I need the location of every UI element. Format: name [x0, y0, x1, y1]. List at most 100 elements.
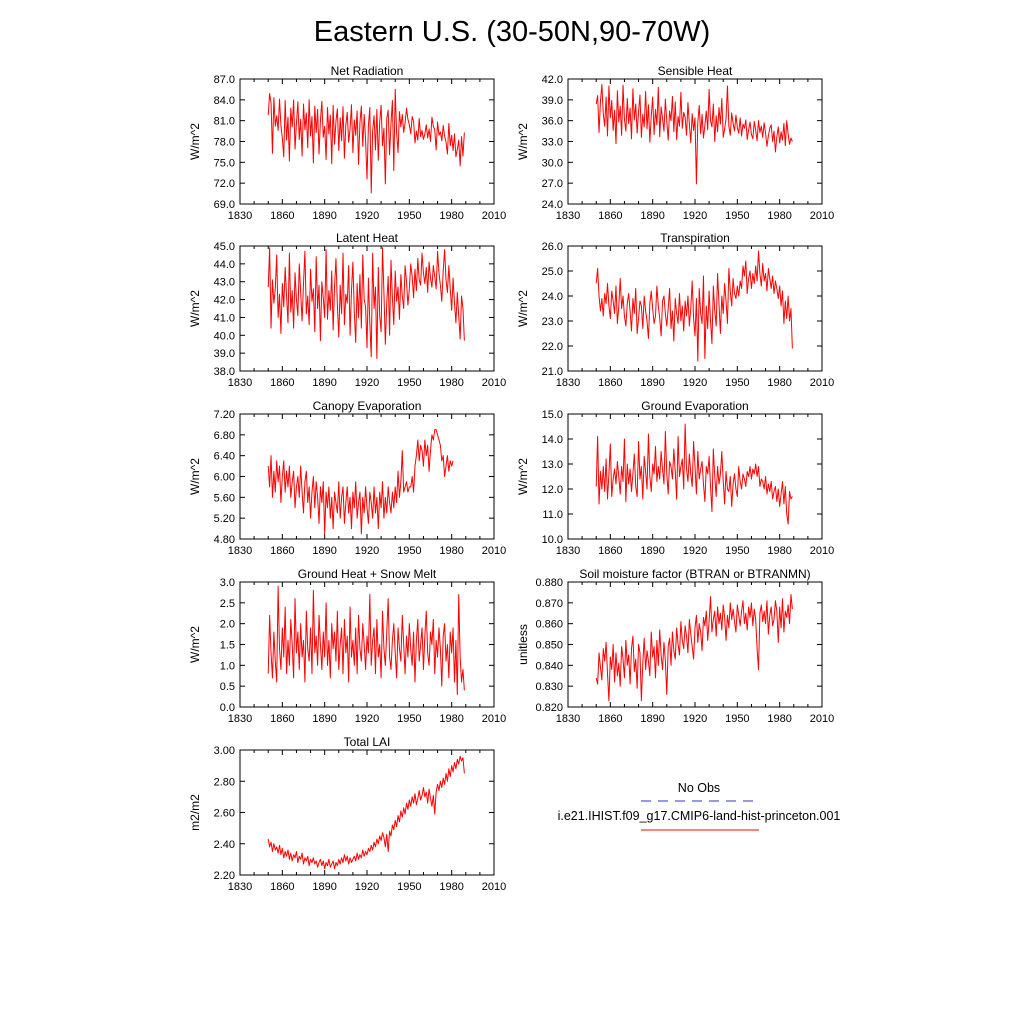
x-tick-label: 1980	[439, 210, 463, 222]
y-tick-label: 22.0	[542, 341, 563, 353]
x-tick-label: 1920	[355, 881, 379, 893]
y-tick-label: 7.20	[214, 409, 235, 421]
series-line	[595, 423, 793, 525]
x-tick-label: 1920	[683, 210, 707, 222]
y-tick-label: 0.880	[535, 577, 563, 589]
y-tick-label: 38.0	[214, 366, 235, 378]
y-tick-label: 25.0	[542, 266, 563, 278]
y-tick-label: 4.80	[214, 534, 235, 546]
y-tick-label: 1.0	[220, 660, 235, 672]
x-tick-label: 1830	[228, 713, 252, 725]
y-tick-label: 12.0	[542, 484, 563, 496]
y-tick-label: 81.0	[214, 116, 235, 128]
y-tick-label: 2.60	[214, 808, 235, 820]
x-tick-label: 1890	[640, 545, 664, 557]
x-tick-label: 1830	[228, 210, 252, 222]
y-tick-label: 0.830	[535, 681, 563, 693]
plot-frame	[567, 245, 823, 372]
y-tick-label: 72.0	[214, 178, 235, 190]
chart-panel: Ground Heat + Snow Melt 1830 1860 1890 1920 1…	[188, 567, 506, 725]
x-tick-label: 1890	[312, 377, 336, 389]
chart-panel: Latent Heat 1830 1860 1890 1920 1950 1980 2010 3…	[188, 231, 506, 389]
y-tick-label: 6.40	[214, 451, 235, 463]
y-tick-label: 0.860	[535, 619, 563, 631]
x-tick-label: 1860	[270, 881, 294, 893]
x-tick-label: 1890	[640, 210, 664, 222]
x-tick-label: 1860	[270, 210, 294, 222]
x-tick-label: 1950	[397, 377, 421, 389]
y-tick-label: 5.20	[214, 513, 235, 525]
legend-obs-label: No Obs	[678, 781, 720, 795]
y-tick-label: 6.00	[214, 472, 235, 484]
y-tick-label: 0.5	[220, 681, 235, 693]
figure-title: Eastern U.S. (30-50N,90-70W)	[314, 16, 710, 48]
x-tick-label: 1980	[767, 210, 791, 222]
series-line	[267, 247, 465, 359]
y-tick-label: 39.0	[542, 95, 563, 107]
series-line	[595, 250, 793, 362]
panel-title: Total LAI	[344, 735, 391, 749]
y-tick-label: 30.0	[542, 157, 563, 169]
series-line	[595, 594, 793, 702]
y-axis-label: W/m^2	[516, 290, 530, 327]
y-tick-label: 6.80	[214, 430, 235, 442]
x-tick-label: 1860	[598, 210, 622, 222]
y-tick-label: 42.0	[542, 74, 563, 86]
chart-panel: Soil moisture factor (BTRAN or BTRANMN) 1…	[516, 567, 834, 725]
panel-title: Ground Heat + Snow Melt	[298, 567, 437, 581]
chart-panel: Canopy Evaporation 1830 1860 1890 1920 1950 19…	[188, 399, 506, 557]
plot-frame	[567, 413, 823, 540]
x-tick-label: 1920	[355, 545, 379, 557]
plot-frame	[239, 78, 495, 205]
x-tick-label: 2010	[482, 210, 506, 222]
series-line	[595, 84, 793, 185]
y-tick-label: 23.0	[542, 316, 563, 328]
panel-title: Sensible Heat	[658, 64, 733, 78]
x-tick-label: 1950	[397, 713, 421, 725]
x-tick-label: 1830	[556, 377, 580, 389]
y-tick-label: 43.0	[214, 277, 235, 289]
y-axis-label: W/m^2	[516, 123, 530, 160]
x-tick-label: 1860	[598, 377, 622, 389]
y-tick-label: 2.20	[214, 870, 235, 882]
series-line	[267, 429, 454, 535]
x-tick-label: 2010	[482, 377, 506, 389]
x-tick-label: 1980	[439, 377, 463, 389]
y-axis-label: unitless	[516, 624, 530, 665]
x-tick-label: 1830	[556, 713, 580, 725]
x-tick-label: 1920	[683, 713, 707, 725]
y-tick-label: 1.5	[220, 640, 235, 652]
x-tick-label: 1890	[312, 713, 336, 725]
y-tick-label: 0.850	[535, 640, 563, 652]
x-tick-label: 1860	[598, 713, 622, 725]
x-tick-label: 2010	[482, 881, 506, 893]
x-tick-label: 1890	[640, 713, 664, 725]
x-tick-label: 1950	[397, 545, 421, 557]
panel-title: Net Radiation	[331, 64, 404, 78]
x-tick-label: 1980	[767, 545, 791, 557]
x-tick-label: 1830	[228, 545, 252, 557]
y-axis-label: W/m^2	[188, 626, 202, 663]
y-axis-label: m2/m2	[188, 794, 202, 831]
y-axis-label: W/m^2	[188, 458, 202, 495]
panel-title: Canopy Evaporation	[313, 399, 422, 413]
y-tick-label: 2.5	[220, 598, 235, 610]
y-tick-label: 75.0	[214, 157, 235, 169]
y-tick-label: 13.0	[542, 459, 563, 471]
y-tick-label: 0.870	[535, 598, 563, 610]
panel-title: Transpiration	[660, 231, 730, 245]
x-tick-label: 1980	[439, 545, 463, 557]
y-tick-label: 2.80	[214, 776, 235, 788]
x-tick-label: 1950	[725, 377, 749, 389]
x-tick-label: 1920	[355, 210, 379, 222]
legend-model-label: i.e21.IHIST.f09_g17.CMIP6-land-hist-prin…	[558, 809, 841, 823]
y-tick-label: 15.0	[542, 409, 563, 421]
y-tick-label: 27.0	[542, 178, 563, 190]
x-tick-label: 2010	[810, 713, 834, 725]
y-tick-label: 10.0	[542, 534, 563, 546]
y-tick-label: 0.840	[535, 660, 563, 672]
x-tick-label: 2010	[810, 545, 834, 557]
panel-title: Latent Heat	[336, 231, 399, 245]
x-tick-label: 1920	[355, 713, 379, 725]
